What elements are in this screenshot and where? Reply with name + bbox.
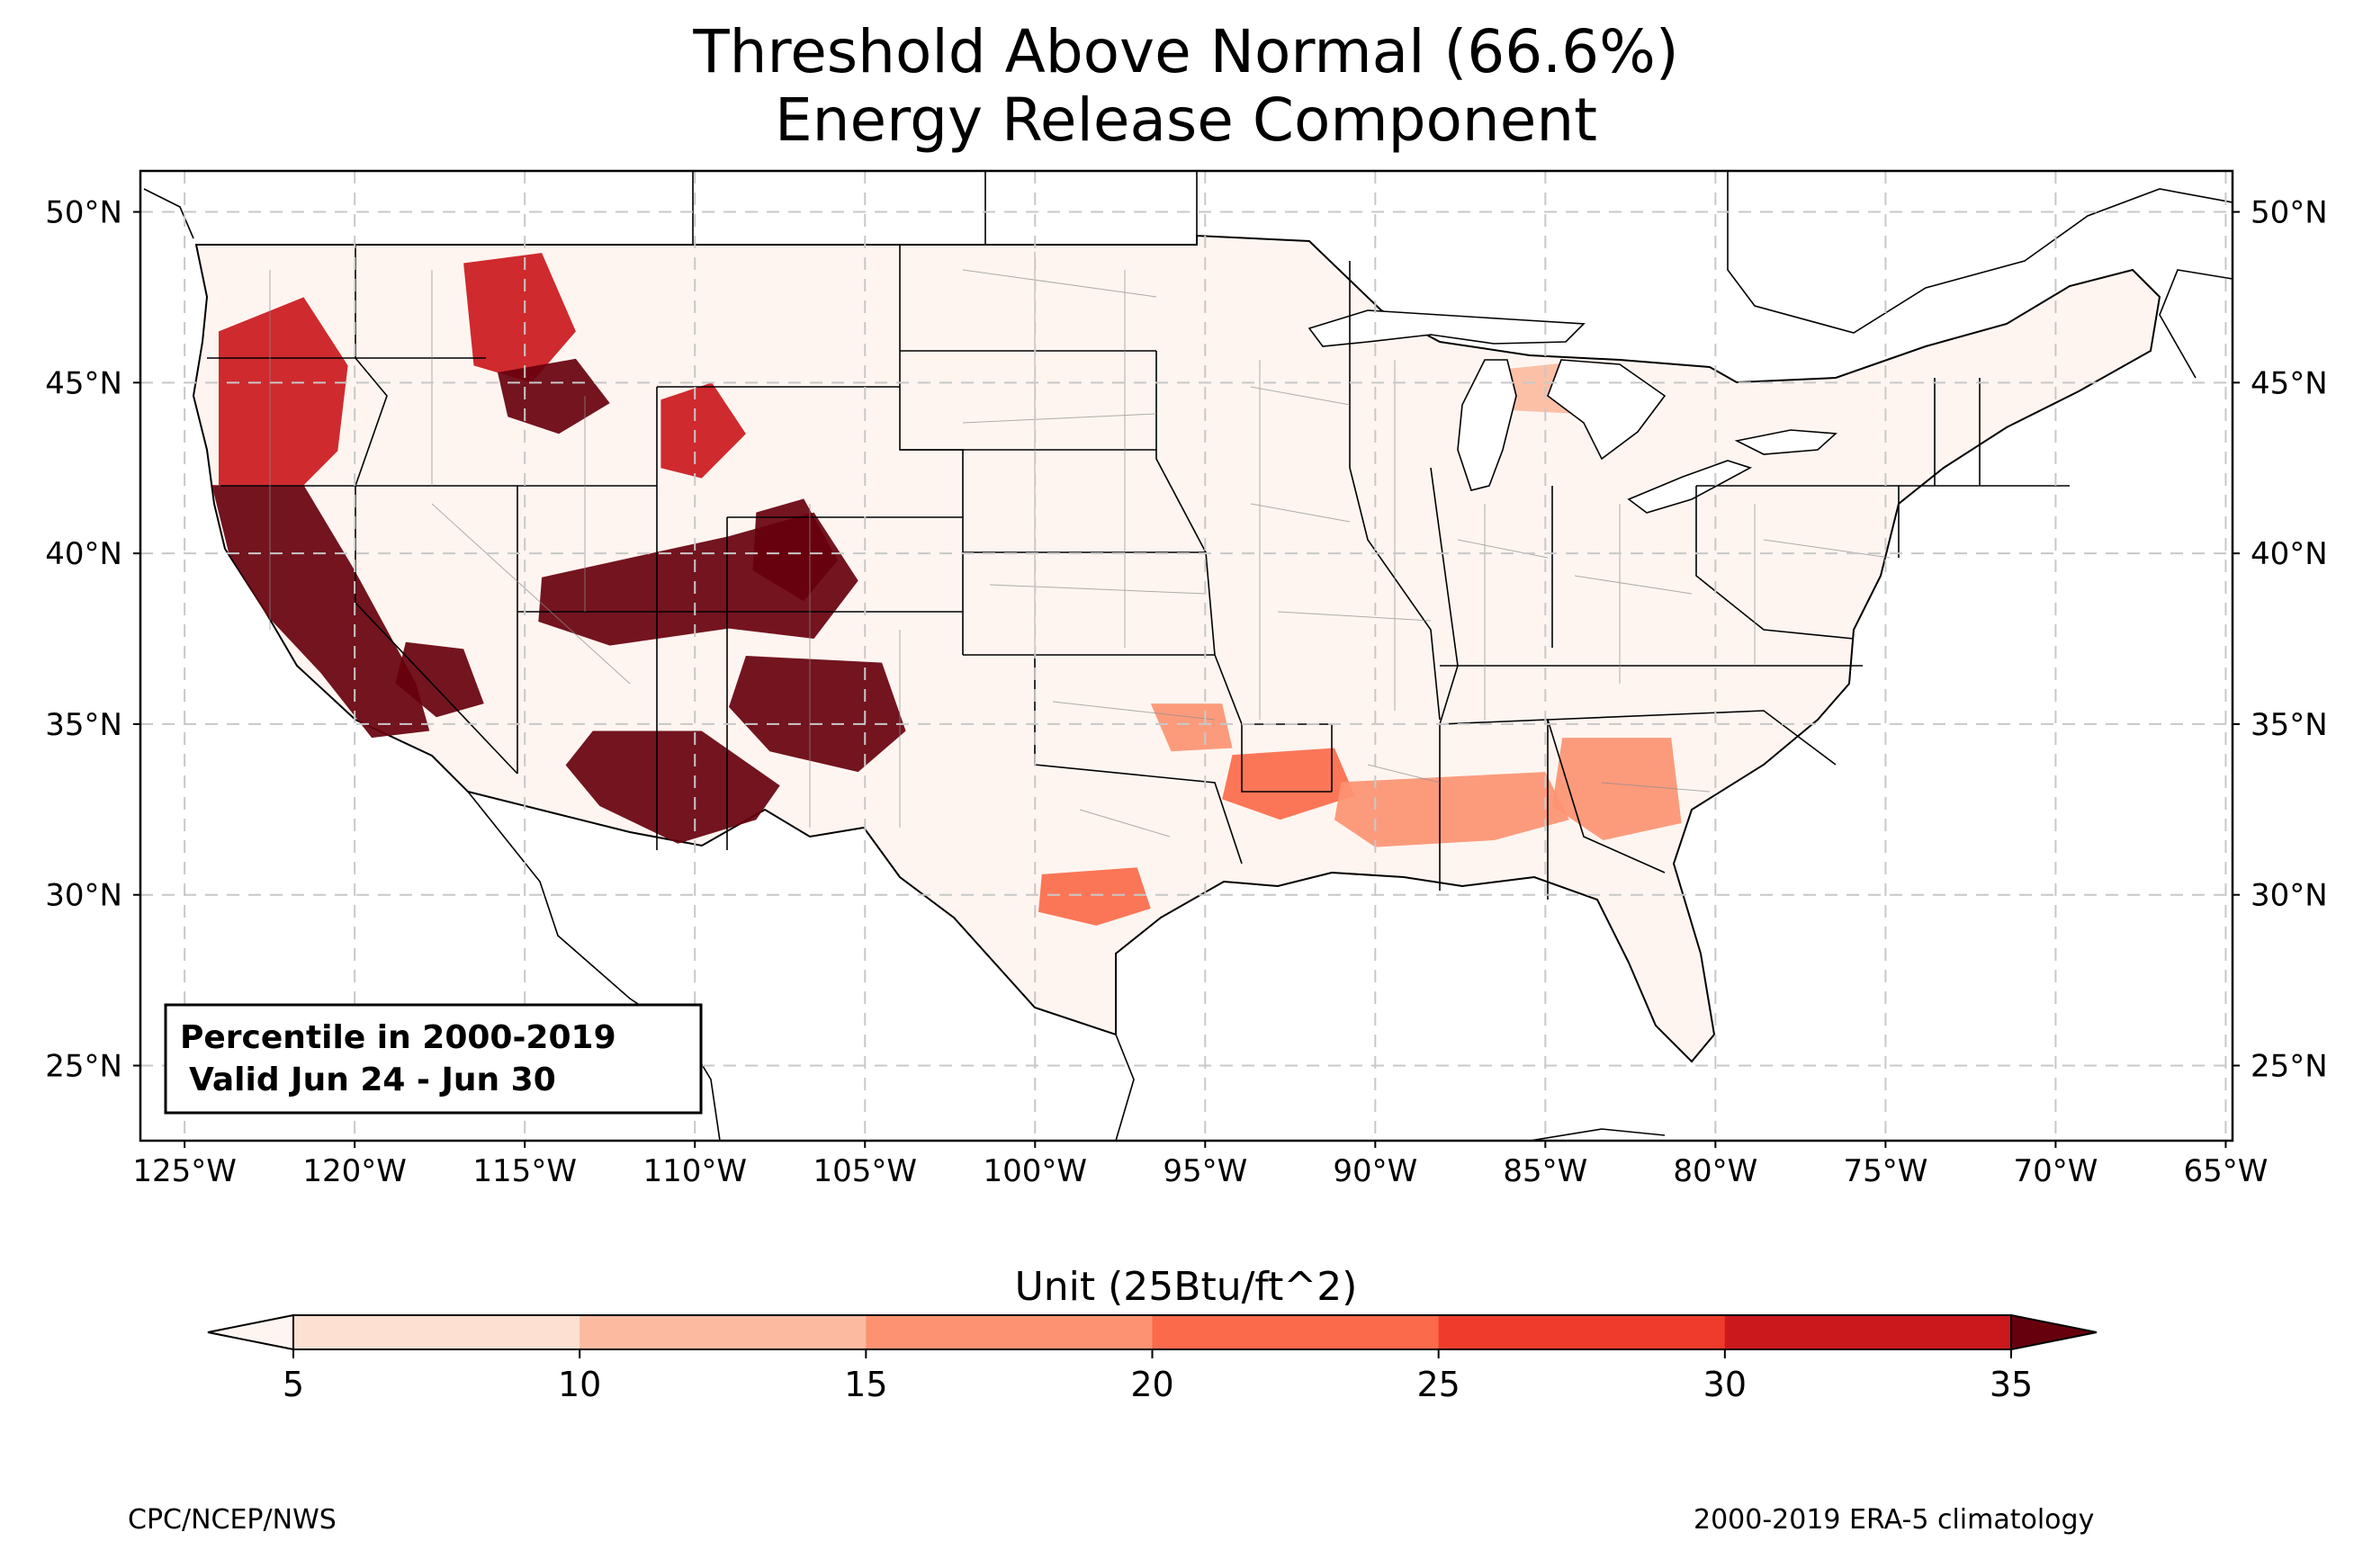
footer-source: CPC/NCEP/NWS [128,1504,337,1536]
lon-tick-label: 85°W [1503,1153,1587,1189]
lat-tick-label-left: 30°N [45,878,122,914]
colorbar-segment [866,1315,1153,1349]
heat-region-new-mexico [729,656,906,773]
heat-region-idaho-north [463,253,576,383]
lat-tick-label-left: 35°N [45,707,122,743]
colorbar-tick-label: 25 [1416,1365,1460,1404]
lake-michigan [1457,359,1517,491]
colorbar-over-arrow [2010,1313,2098,1351]
county-lines [269,252,1891,838]
lat-tick-label-right: 35°N [2251,707,2328,743]
lat-tick-label-left: 45°N [45,365,122,401]
map-frame [139,169,2234,1142]
info-box-line-1: Percentile in 2000-2019 [180,1019,616,1056]
info-box-line-2: Valid Jun 24 - Jun 30 [189,1062,556,1098]
lat-tick-label-right: 45°N [2251,365,2328,401]
lon-tick-label: 70°W [2013,1153,2098,1189]
axes: 125°W 120°W 115°W 110°W 105°W 100°W 95°W 90°W 85… [45,195,2327,1189]
lat-tick-label-right: 25°N [2251,1048,2328,1084]
lon-tick-label: 115°W [472,1153,577,1189]
lake-huron [1547,359,1667,461]
lon-tick-label: 95°W [1163,1153,1247,1189]
heat-region-mississippi-alabama [1334,772,1569,847]
lat-tick-label-right: 30°N [2251,878,2328,914]
heat-region-colorado-west [752,498,838,602]
colorbar-segment [1152,1315,1440,1349]
lon-tick-label: 120°W [302,1153,407,1189]
lon-tick-label: 110°W [642,1153,747,1189]
colorbar-tick-label: 30 [1703,1365,1747,1404]
lat-tick-label-left: 50°N [45,195,122,231]
lon-tick-label: 65°W [2183,1153,2268,1189]
heat-region-georgia [1551,738,1682,840]
colorbar-title: Unit (25Btu/ft^2) [1014,1264,1358,1310]
heat-region-wyoming-west [660,382,746,479]
lon-tick-label: 90°W [1333,1153,1417,1189]
map-title: Threshold Above Normal (66.6%) Energy Re… [0,18,2372,155]
info-box: Percentile in 2000-2019 Valid Jun 24 - J… [164,1003,703,1115]
lat-tick-label-right: 40°N [2251,536,2328,572]
title-line-1: Threshold Above Normal (66.6%) [693,17,1679,86]
heat-region-arkansas-south [1222,748,1355,820]
colorbar-segment [580,1315,867,1349]
lon-tick-label: 105°W [813,1153,917,1189]
lat-tick-label-left: 25°N [45,1048,122,1084]
colorbar: 5 10 15 20 25 30 35 [207,1313,2098,1404]
lon-tick-label: 75°W [1843,1153,1927,1189]
heat-region-california-coast [211,485,430,739]
lon-tick-label: 80°W [1673,1153,1757,1189]
lake-ontario [1734,429,1837,455]
colorbar-tick-label: 35 [1990,1365,2033,1404]
neighbor-borders [143,171,2233,1141]
colorbar-segment [1438,1315,1726,1349]
lat-tick-label-right: 50°N [2251,195,2328,231]
colorbar-tick-label: 10 [558,1365,601,1404]
title-line-2: Energy Release Component [774,85,1598,155]
heat-region-arizona-south [565,730,780,844]
colorbar-under-arrow [207,1313,294,1351]
footer-climatology: 2000-2019 ERA-5 climatology [1694,1504,2095,1536]
colorbar-tick-label: 5 [283,1365,304,1404]
plot-area [140,171,2233,1141]
colorbar-tick-label: 15 [844,1365,887,1404]
heat-region-nevada-south [395,641,484,718]
lake-erie [1627,460,1753,514]
lat-tick-label-left: 40°N [45,536,122,572]
lon-tick-label: 125°W [132,1153,237,1189]
state-borders [207,245,2070,900]
heat-region-texas-south [1038,867,1151,926]
great-lakes [1307,309,1837,514]
colorbar-tick-label: 20 [1130,1365,1173,1404]
colorbar-segment [1724,1315,2012,1349]
heat-region-oklahoma-east [1150,703,1233,752]
lon-tick-label: 100°W [984,1153,1088,1189]
heat-region-oregon-cascades [219,297,348,486]
lake-superior [1307,309,1586,347]
colorbar-segment [293,1315,580,1349]
